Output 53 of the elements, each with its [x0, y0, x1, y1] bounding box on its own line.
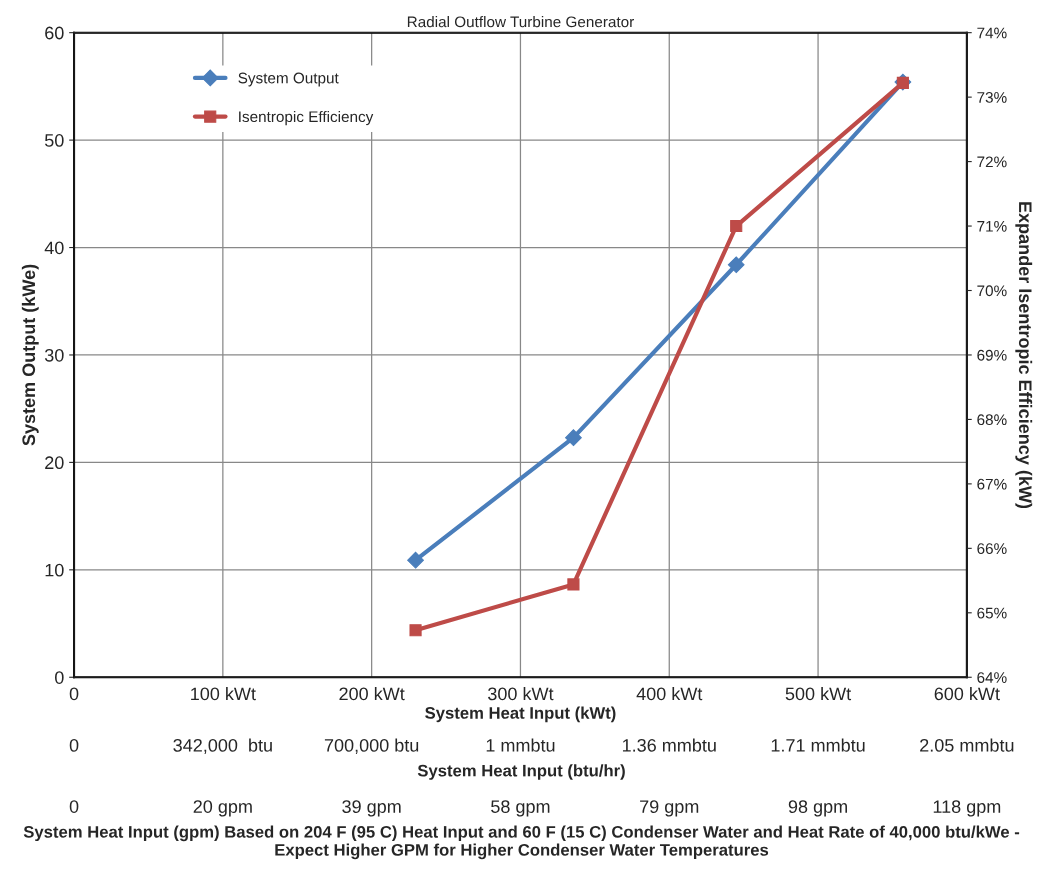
point	[565, 429, 582, 447]
text: 1.36 mmbtu	[622, 738, 716, 752]
y2-tick-label: 70%	[977, 285, 1007, 297]
y-tick-label: 50	[44, 134, 64, 147]
text: 20 gpm	[193, 800, 252, 817]
legend-label: Isentropic Efficiency	[239, 110, 374, 126]
legend-label: System Output	[238, 72, 339, 87]
y-tick-label: 40	[44, 241, 64, 255]
y-tick-label: 60	[45, 26, 64, 40]
text: 0	[69, 738, 79, 752]
y2-tick-label: 69%	[977, 349, 1007, 361]
x-tick-label: 200 kWt	[339, 686, 405, 701]
y-tick-label: 20	[45, 456, 64, 470]
point	[567, 578, 580, 591]
x-tick-label: 600 kWt	[934, 686, 1000, 701]
y-axis-title: System Output (kWe)	[21, 264, 39, 446]
x-tick-label: 100 kWt	[191, 686, 256, 701]
y2-tick-label: 68%	[977, 414, 1007, 426]
point	[727, 256, 745, 274]
y2-tick-label: 64%	[977, 672, 1007, 683]
x-tick-label: 0	[69, 687, 79, 701]
text: 79 gpm	[640, 800, 699, 817]
y2-axis-title: Expander Isentropic Efficiency (kW)	[1015, 202, 1033, 509]
y2-tick-label: 72%	[977, 156, 1007, 168]
text: 1.71 mmbtu	[771, 738, 865, 752]
point	[730, 219, 743, 233]
x-tick-label: 300 kWt	[488, 686, 554, 701]
y-tick-label: 0	[55, 671, 64, 684]
y2-tick-label: 71%	[977, 220, 1007, 232]
point	[409, 624, 422, 637]
y2-tick-label: 67%	[977, 478, 1007, 490]
text: 2.05 mmbtu	[920, 738, 1014, 752]
text: 342,000 btu	[173, 738, 272, 754]
text: 58 gpm	[491, 800, 550, 817]
text: System Heat Input (gpm) Based on 204 F (95 C) Heat Input and 60 F (15 C) Condenser Water and Heat Rate of 40,000 btu/kWe - Expect Higher GPM for Higher Condenser Water Temperatures	[23, 825, 1020, 860]
y2-tick-label: 74%	[977, 27, 1007, 39]
y-tick-label: 10	[45, 563, 64, 577]
chart-subtitle: Radial Outflow Turbine Generator	[407, 16, 635, 28]
y2-tick-label: 66%	[977, 543, 1007, 555]
text: System Heat Input (btu/hr)	[417, 764, 625, 780]
x-axis-title: System Heat Input (kWt)	[425, 706, 616, 723]
y2-tick-label: 73%	[977, 92, 1007, 103]
y2-tick-label: 65%	[977, 607, 1007, 619]
point	[407, 551, 424, 569]
text: 0	[69, 800, 79, 813]
text: 1 mmbtu	[486, 738, 555, 752]
text: 700,000 btu	[324, 738, 419, 754]
x-tick-label: 500 kWt	[785, 686, 852, 701]
x-tick-label: 400 kWt	[636, 686, 703, 701]
text: 39 gpm	[342, 800, 401, 817]
y-tick-label: 30	[44, 348, 64, 362]
text: 98 gpm	[788, 800, 847, 817]
text: 118 gpm	[933, 800, 1001, 817]
